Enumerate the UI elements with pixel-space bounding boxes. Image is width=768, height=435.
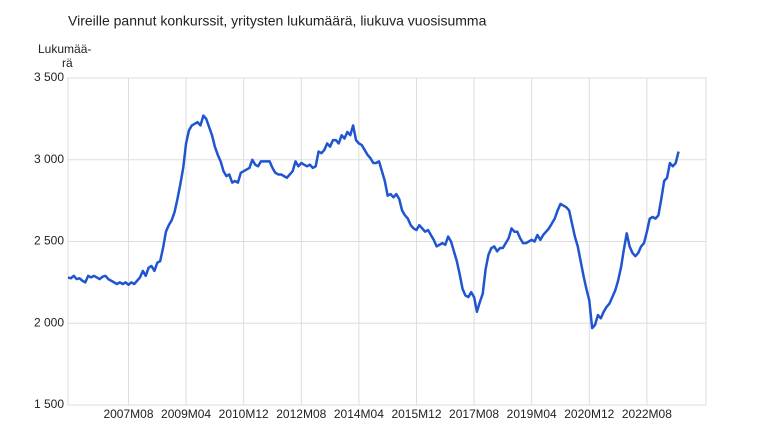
x-tick-label: 2012M08 [276, 407, 326, 421]
x-tick-label: 2022M08 [622, 407, 672, 421]
x-tick-label: 2007M08 [103, 407, 153, 421]
y-tick-label: 2 500 [34, 234, 64, 248]
x-tick-label: 2015M12 [391, 407, 441, 421]
y-tick-label: 1 500 [34, 397, 64, 411]
data-line [67, 114, 680, 330]
x-tick-label: 2009M04 [161, 407, 211, 421]
y-tick-label: 3 000 [34, 152, 64, 166]
x-tick-label: 2019M04 [507, 407, 557, 421]
x-tick-label: 2010M12 [219, 407, 269, 421]
chart-title: Vireille pannut konkurssit, yritysten lu… [68, 13, 487, 29]
y-axis-label: Lukumää- [38, 42, 91, 56]
y-axis-label: rä [62, 56, 73, 70]
x-tick-label: 2020M12 [564, 407, 614, 421]
y-tick-label: 3 500 [34, 70, 64, 84]
x-tick-label: 2014M04 [334, 407, 384, 421]
x-tick-label: 2017M08 [449, 407, 499, 421]
y-tick-label: 2 000 [34, 315, 64, 329]
